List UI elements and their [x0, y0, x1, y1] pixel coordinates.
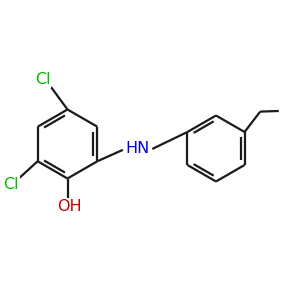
Text: OH: OH: [57, 199, 82, 214]
Text: Cl: Cl: [3, 177, 19, 193]
Text: HN: HN: [125, 141, 149, 156]
Text: Cl: Cl: [35, 72, 50, 87]
